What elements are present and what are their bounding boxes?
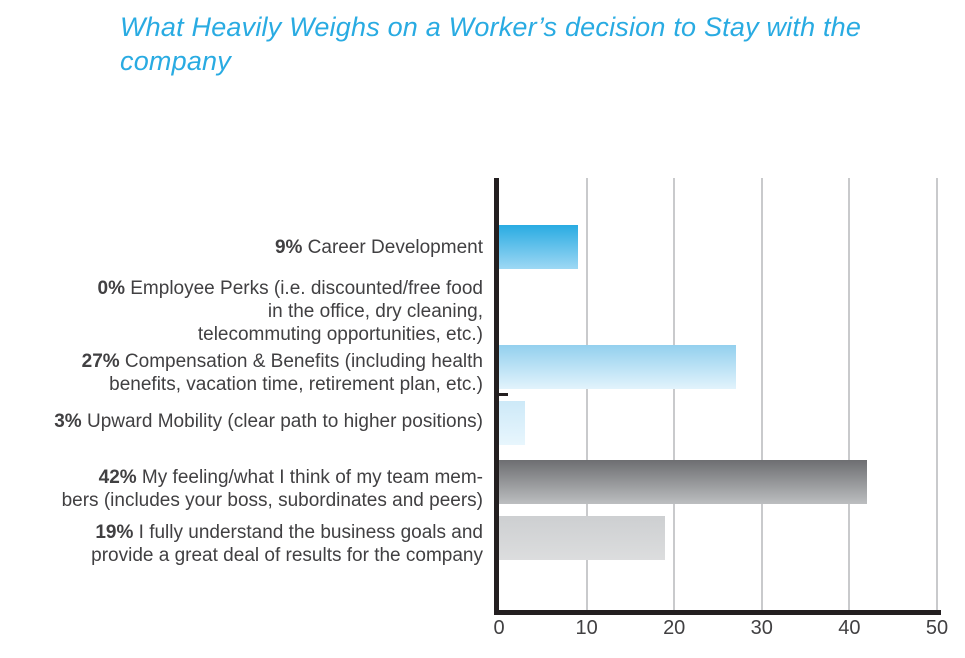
y-axis-line bbox=[494, 178, 499, 615]
chart-title: What Heavily Weighs on a Worker’s decisi… bbox=[120, 10, 861, 78]
x-tick-label: 10 bbox=[575, 617, 598, 639]
category-label: 0% Employee Perks (i.e. discounted/free … bbox=[98, 277, 484, 346]
category-percent: 0% bbox=[97, 278, 125, 299]
category-label: 27% Compensation & Benefits (including h… bbox=[82, 350, 483, 396]
category-label-line: 19% I fully understand the business goal… bbox=[95, 522, 483, 543]
chart-title-line2: company bbox=[120, 46, 231, 76]
category-label-line: 0% Employee Perks (i.e. discounted/free … bbox=[97, 278, 484, 299]
category-label-line: 27% Compensation & Benefits (including h… bbox=[81, 351, 483, 372]
category-percent: 9% bbox=[274, 237, 303, 258]
category-percent: 19% bbox=[95, 522, 134, 543]
x-tick-label: 30 bbox=[750, 617, 773, 639]
x-tick-label: 20 bbox=[663, 617, 686, 639]
x-tick-label: 40 bbox=[838, 617, 861, 639]
x-axis-line bbox=[494, 610, 941, 615]
category-label: 42% My feeling/what I think of my team m… bbox=[62, 466, 483, 512]
bar-27% bbox=[499, 345, 736, 389]
gridline bbox=[585, 178, 588, 610]
category-percent: 27% bbox=[81, 351, 120, 372]
axis-notch bbox=[499, 393, 508, 396]
category-label-line: 3% Upward Mobility (clear path to higher… bbox=[54, 411, 483, 432]
chart-title-line1: What Heavily Weighs on a Worker’s decisi… bbox=[120, 12, 862, 42]
category-percent: 42% bbox=[98, 467, 137, 488]
gridline bbox=[760, 178, 763, 610]
category-label: 19% I fully understand the business goal… bbox=[91, 521, 483, 567]
bar-9% bbox=[499, 225, 578, 269]
bar-3% bbox=[499, 401, 526, 445]
gridline bbox=[673, 178, 676, 610]
category-label-line: 9% Career Development bbox=[274, 237, 483, 258]
category-label-line: provide a great deal of results for the … bbox=[91, 545, 483, 566]
category-label-line: in the office, dry cleaning, bbox=[267, 301, 483, 322]
category-label-line: telecommuting opportunities, etc.) bbox=[197, 324, 483, 345]
category-label-line: 42% My feeling/what I think of my team m… bbox=[98, 467, 483, 488]
category-label-line: bers (includes your boss, subordinates a… bbox=[61, 490, 483, 511]
category-percent: 3% bbox=[54, 411, 82, 432]
gridline bbox=[936, 178, 938, 610]
bar-19% bbox=[499, 516, 666, 560]
category-label: 3% Upward Mobility (clear path to higher… bbox=[54, 410, 483, 433]
bar-42% bbox=[499, 460, 867, 504]
category-label-line: benefits, vacation time, retirement plan… bbox=[109, 374, 483, 395]
x-tick-label: 50 bbox=[925, 617, 949, 639]
category-label: 9% Career Development bbox=[275, 236, 483, 259]
x-tick-label: 0 bbox=[493, 617, 505, 639]
gridline bbox=[848, 178, 851, 610]
